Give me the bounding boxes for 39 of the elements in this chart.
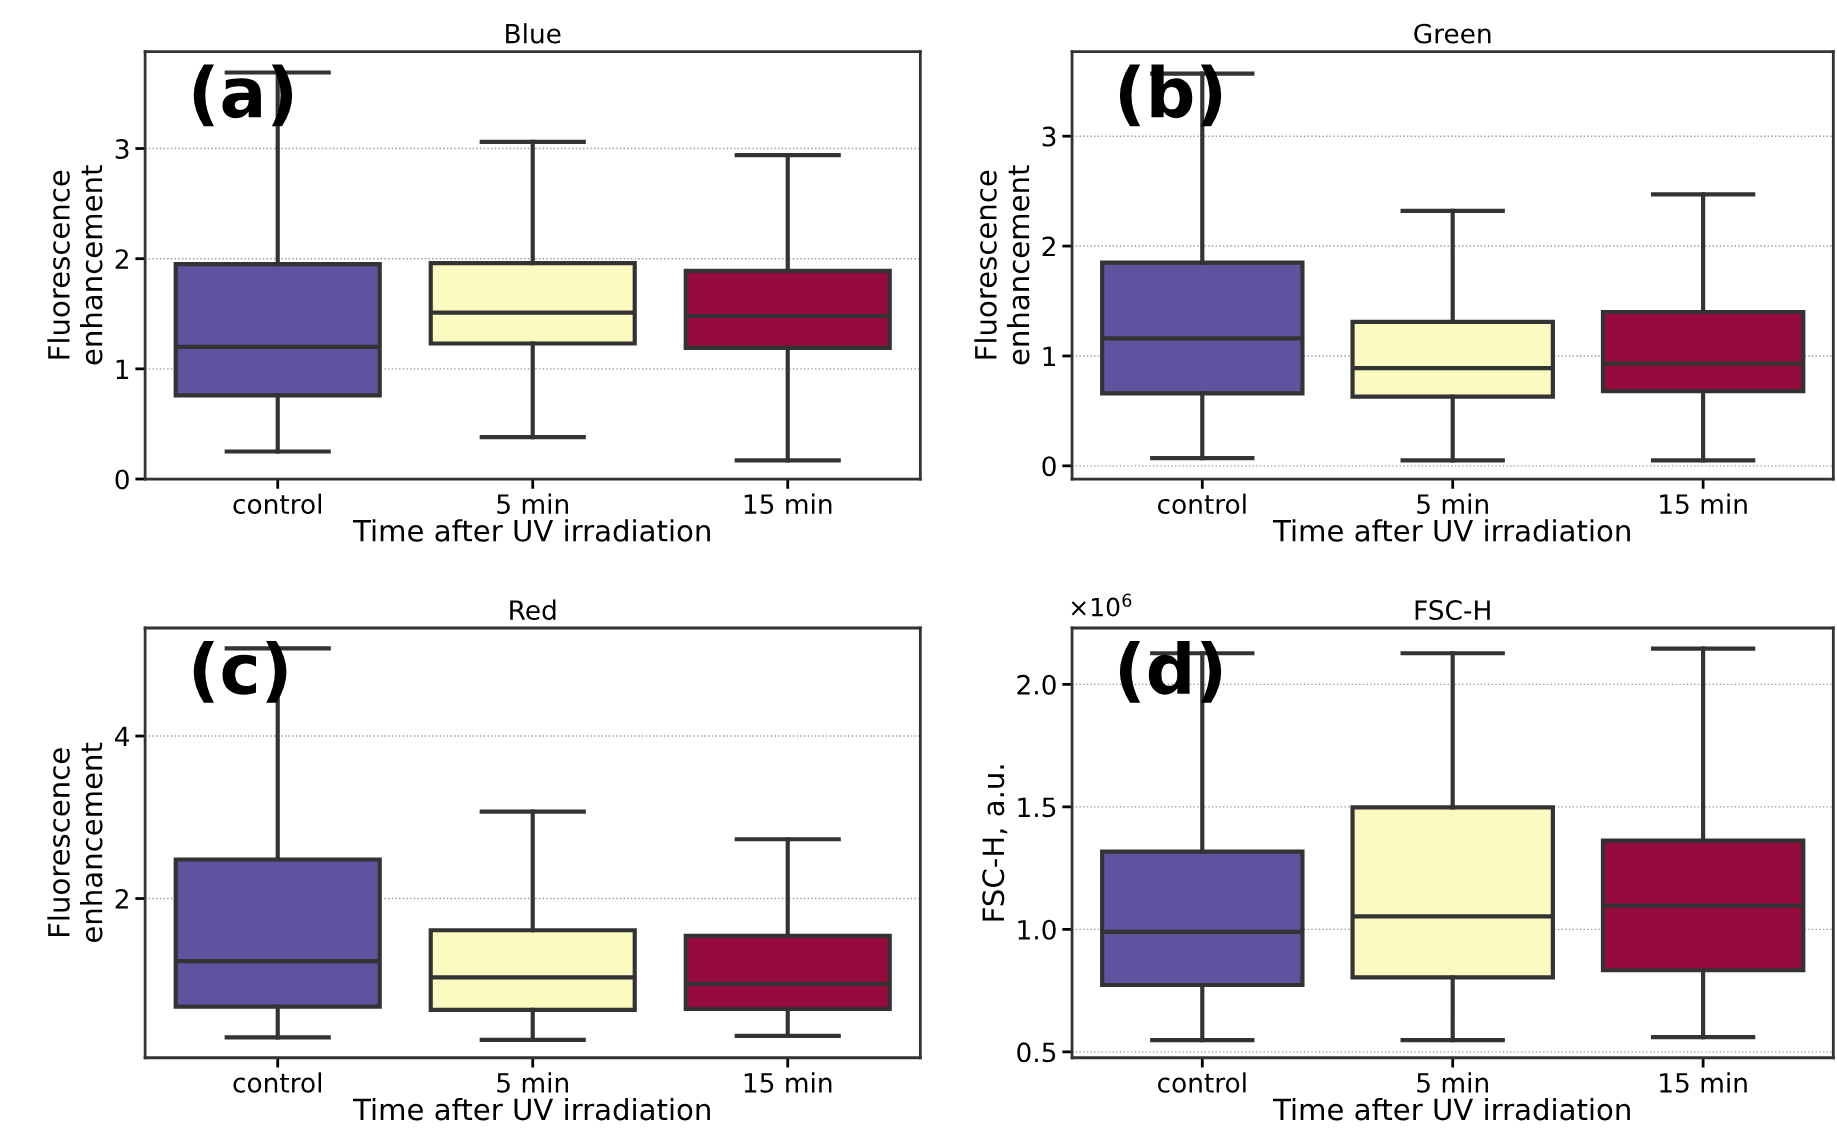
chart-title: Blue: [506, 23, 561, 44]
y-tick-label: 0: [1042, 456, 1056, 477]
x-tick-label: 15 min: [1660, 493, 1747, 515]
y-tick-label: 0.5: [1017, 1042, 1056, 1063]
x-tick-label: 15 min: [744, 1072, 832, 1093]
x-tick-label: 15 min: [1660, 1072, 1747, 1093]
y-tick-label: 1: [1043, 346, 1056, 366]
y-tick-label: 3: [1042, 126, 1056, 147]
y-tick-label: 2: [115, 249, 128, 269]
y-axis-title: FSC-H, a.u.: [982, 765, 1008, 921]
x-axis-title: Time after UV irradiation: [353, 519, 710, 542]
y-tick-label: 2: [115, 888, 128, 909]
y-tick-label: 1: [116, 359, 129, 379]
y-tick-label: 3: [115, 138, 129, 159]
text: ×10$^{6}$: [1071, 593, 1132, 617]
chart-title: Green: [1414, 23, 1491, 44]
chart-title: FSC-H: [1415, 600, 1490, 621]
x-axis-title: Time after UV irradiation: [353, 1097, 710, 1121]
x-tick-label: 5 min: [497, 1072, 568, 1093]
x-axis-title: Time after UV irradiation: [1272, 519, 1630, 542]
y-axis-title: Fluorescence enhancement: [974, 165, 1030, 365]
y-tick-label: 2.0: [1017, 674, 1056, 695]
x-axis-title: Time after UV irradiation: [1272, 1097, 1630, 1121]
chart-title: Red: [510, 599, 556, 621]
x-tick-label: 5 min: [1417, 493, 1488, 515]
x-tick-label: control: [1158, 1072, 1246, 1093]
y-tick-label: 2: [1042, 236, 1055, 257]
x-tick-label: control: [233, 1072, 321, 1093]
x-tick-label: 5 min: [497, 493, 568, 515]
x-tick-label: control: [233, 493, 321, 515]
y-tick-label: 0: [115, 469, 129, 490]
y-axis-title: Fluorescence enhancement: [47, 165, 103, 365]
x-tick-label: control: [1158, 493, 1246, 515]
y-tick-label: 1.0: [1018, 919, 1056, 940]
y-axis-title: Fluorescence enhancement: [47, 742, 103, 943]
x-tick-label: 5 min: [1417, 1072, 1488, 1093]
y-tick-label: 4: [115, 726, 130, 747]
y-tick-label: 1.5: [1018, 797, 1056, 818]
x-tick-label: 15 min: [744, 493, 832, 515]
